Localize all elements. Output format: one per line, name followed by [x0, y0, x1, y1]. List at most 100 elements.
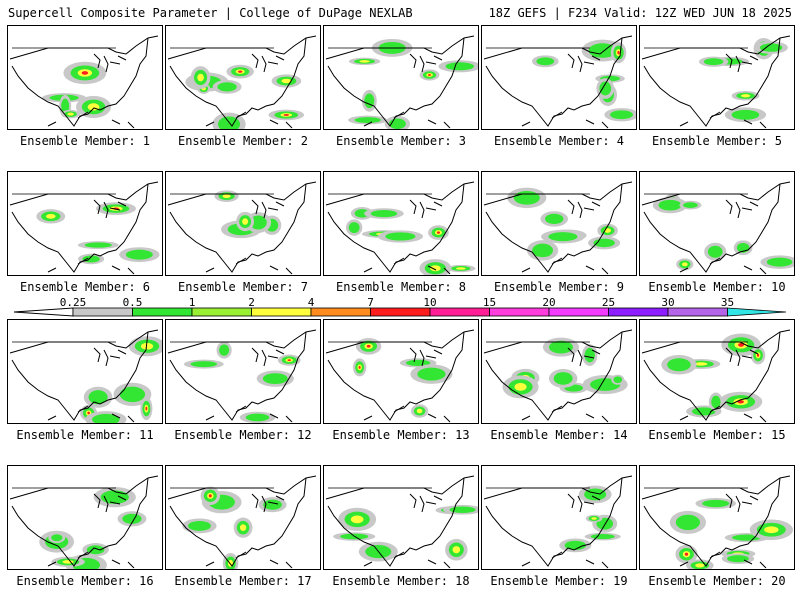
- scp-contour-yellow: [591, 517, 597, 520]
- ensemble-map-panel: [7, 25, 163, 130]
- great-lakes: [93, 347, 127, 367]
- scp-contour-yellow: [430, 265, 441, 272]
- colorbar-segment: [191, 307, 252, 317]
- great-lakes: [409, 199, 443, 219]
- colorbar-min-arrow: [13, 307, 74, 317]
- scp-contour-red: [87, 411, 90, 415]
- gulf-islands: [47, 551, 135, 569]
- scp-contour-yellow: [359, 60, 370, 63]
- scp-contour-red: [145, 406, 148, 411]
- scp-contour-green: [590, 534, 615, 540]
- ensemble-member-label: Ensemble Member: 17: [174, 574, 312, 588]
- conus-map: [167, 35, 317, 129]
- scp-contour-red: [287, 359, 291, 362]
- conus-map: [483, 181, 633, 275]
- scp-contour-green: [354, 117, 381, 124]
- scp-contour-red: [617, 50, 620, 55]
- colorbar-segment: [132, 307, 193, 317]
- ensemble-map-panel: [481, 25, 637, 130]
- scp-contour-green: [532, 243, 554, 258]
- conus-map: [325, 329, 475, 423]
- scp-contour-green: [125, 249, 153, 260]
- gulf-islands: [363, 257, 451, 275]
- scp-contour-green: [263, 499, 282, 510]
- color-scale-bar: [13, 307, 787, 317]
- scp-contour-yellow: [416, 408, 423, 414]
- scp-contour-green: [86, 545, 105, 555]
- scp-contour-yellow: [239, 524, 247, 532]
- ensemble-map-panel: [639, 319, 795, 424]
- ensemble-member-label: Ensemble Member: 10: [648, 280, 786, 294]
- ensemble-member-label: Ensemble Member: 1: [19, 134, 151, 148]
- great-lakes: [251, 53, 285, 73]
- conus-map: [483, 35, 636, 129]
- scp-contour-yellow: [45, 213, 56, 219]
- scp-contour-red: [358, 365, 361, 369]
- scp-contour-red: [283, 114, 289, 116]
- conus-map: [325, 35, 478, 129]
- scp-contour-yellow: [140, 342, 154, 350]
- scp-contour-green: [711, 395, 721, 409]
- scp-contour-red: [208, 494, 212, 498]
- ensemble-member-label: Ensemble Member: 14: [490, 428, 628, 442]
- ensemble-map-panel: [639, 171, 795, 276]
- scp-contour-green: [245, 413, 270, 422]
- conus-map: [9, 329, 162, 423]
- ensemble-member-label: Ensemble Member: 12: [174, 428, 312, 442]
- scp-contour-green: [445, 62, 474, 71]
- scp-contour-red: [238, 70, 243, 73]
- scp-contour-yellow: [514, 383, 527, 391]
- ensemble-map-panel: [165, 171, 321, 276]
- gulf-islands: [363, 405, 451, 423]
- scp-contour-green: [766, 257, 793, 267]
- ensemble-member-label: Ensemble Member: 6: [19, 280, 151, 294]
- scp-contour-green: [61, 98, 70, 114]
- colorbar-tick-label: 20: [542, 296, 556, 309]
- colorbar-tick-label: 2: [248, 296, 255, 309]
- ensemble-member-label: Ensemble Member: 20: [648, 574, 786, 588]
- scp-contour-green: [548, 232, 578, 242]
- colorbar-segment: [489, 307, 550, 317]
- scp-contour-green: [545, 213, 564, 225]
- ensemble-member-label: Ensemble Member: 8: [335, 280, 467, 294]
- scp-contour-green: [92, 413, 120, 423]
- scp-contour-green: [683, 202, 698, 209]
- scp-contour-yellow: [764, 526, 779, 534]
- scp-contour-green: [610, 110, 634, 120]
- run-valid-time: 18Z GEFS | F234 Valid: 12Z WED JUN 18 20…: [488, 6, 792, 20]
- ensemble-member-label: Ensemble Member: 18: [332, 574, 470, 588]
- scp-contour-red: [756, 353, 760, 357]
- scp-contour-yellow: [695, 563, 705, 568]
- ensemble-map-panel: [481, 319, 637, 424]
- conus-map: [9, 475, 159, 569]
- scp-contour-green: [553, 372, 573, 385]
- scp-contour-green: [370, 210, 398, 218]
- scp-contour-green: [707, 245, 723, 258]
- gulf-islands: [47, 257, 135, 275]
- colorbar-tick-label: 1: [188, 296, 196, 309]
- great-lakes: [725, 347, 759, 367]
- great-lakes: [725, 53, 759, 73]
- gulf-islands: [521, 111, 609, 129]
- ensemble-member-label: Ensemble Member: 16: [16, 574, 154, 588]
- scp-contour-yellow: [222, 194, 231, 199]
- ensemble-map-panel: [639, 465, 795, 570]
- scp-contour-red: [436, 231, 440, 234]
- scp-contour-green: [727, 555, 749, 563]
- ensemble-member-label: Ensemble Member: 7: [177, 280, 309, 294]
- colorbar-segment: [370, 307, 431, 317]
- scp-contour-yellow: [452, 546, 461, 554]
- ensemble-map-panel: [7, 465, 163, 570]
- ensemble-map-panel: [165, 319, 321, 424]
- scp-contour-green: [249, 215, 267, 230]
- coastline: [167, 329, 317, 421]
- gulf-islands: [521, 257, 609, 275]
- ensemble-member-label: Ensemble Member: 2: [177, 134, 309, 148]
- colorbar-segment: [310, 307, 371, 317]
- colorbar-tick-label: 0.5: [122, 296, 143, 309]
- great-lakes: [567, 199, 601, 219]
- ensemble-member-label: Ensemble Member: 9: [493, 280, 625, 294]
- scp-contour-green: [584, 347, 595, 363]
- great-lakes: [409, 347, 443, 367]
- conus-map: [167, 329, 317, 423]
